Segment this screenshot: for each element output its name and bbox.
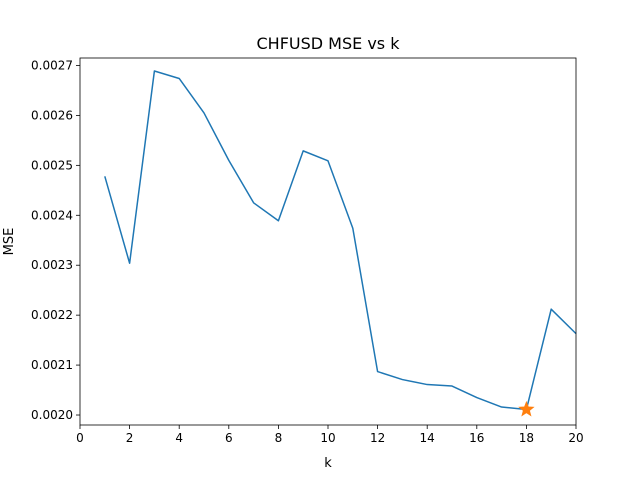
x-tick-label: 12 [370, 431, 385, 445]
y-tick-label: 0.0025 [31, 158, 73, 172]
x-tick-label: 2 [126, 431, 134, 445]
y-tick-label: 0.0027 [31, 58, 73, 72]
x-axis-label: k [324, 456, 332, 471]
x-tick-label: 10 [320, 431, 335, 445]
series-line [104, 70, 577, 411]
x-tick-label: 4 [175, 431, 183, 445]
plot-content [104, 70, 577, 417]
x-tick-label: 18 [519, 431, 534, 445]
x-tick-label: 20 [568, 431, 583, 445]
y-axis: 0.0020 0.0021 0.0022 0.0023 0.0024 0.0025 0.00… [31, 58, 80, 422]
y-tick-label: 0.0024 [31, 208, 73, 222]
min-star-marker [518, 400, 535, 417]
plot-area [80, 58, 576, 425]
x-tick-label: 0 [76, 431, 84, 445]
x-tick-label: 6 [225, 431, 233, 445]
y-tick-label: 0.0020 [31, 408, 73, 422]
y-tick-label: 0.0021 [31, 358, 73, 372]
x-axis: 0 2 4 6 8 10 12 14 16 18 20 [76, 425, 584, 445]
x-tick-label: 14 [420, 431, 435, 445]
y-tick-label: 0.0026 [31, 108, 73, 122]
chart-title: CHFUSD MSE vs k [257, 34, 401, 53]
x-tick-label: 8 [275, 431, 283, 445]
y-tick-label: 0.0022 [31, 308, 73, 322]
y-axis-label: MSE [2, 228, 17, 256]
x-tick-label: 16 [469, 431, 484, 445]
y-tick-label: 0.0023 [31, 258, 73, 272]
